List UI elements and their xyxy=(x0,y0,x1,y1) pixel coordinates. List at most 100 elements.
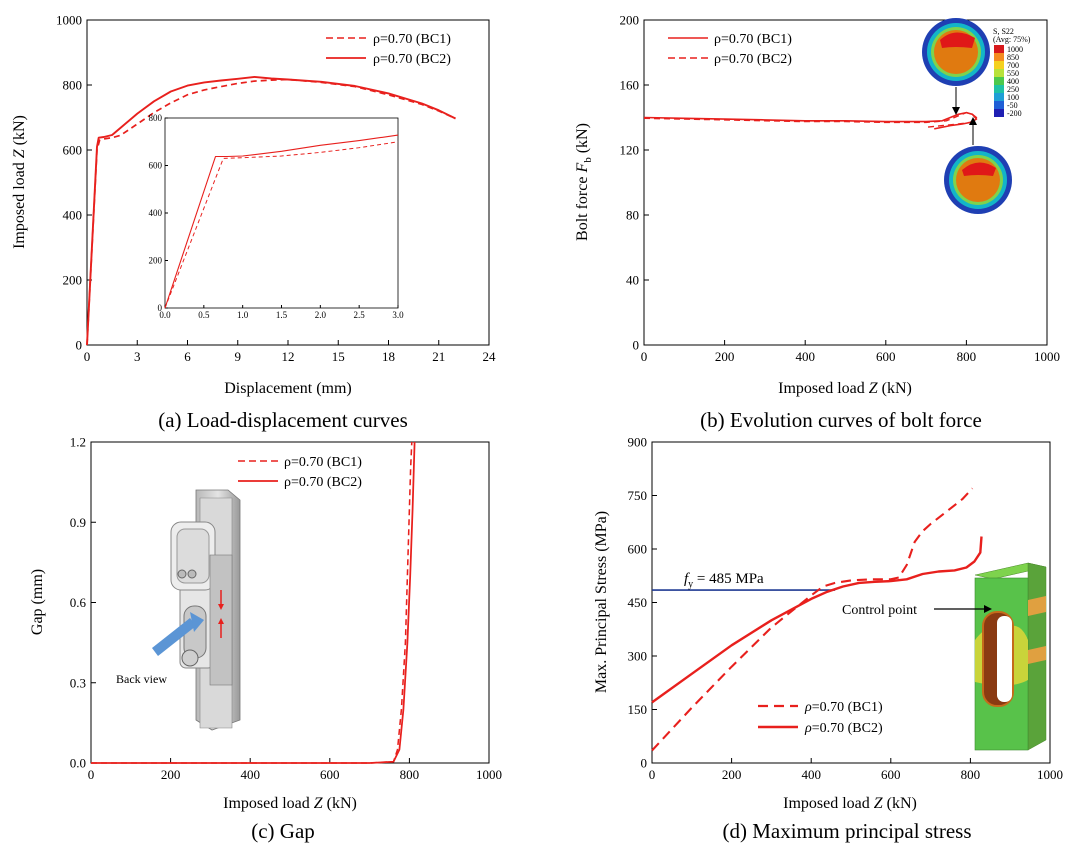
panel-a-series-solid-line xyxy=(86,75,456,346)
panel-c-ytick-label: 0.0 xyxy=(70,756,86,771)
legend-a-bc1-label: ρ=0.70 (BC1) xyxy=(373,32,451,47)
panel-b-xtick-label: 400 xyxy=(795,349,815,364)
bolt-contour-image-bottom xyxy=(944,146,1012,214)
panel-a-series-dashed-line xyxy=(86,78,456,346)
contour-legend-swatch xyxy=(994,93,1004,101)
inset-series-solid-line xyxy=(164,134,399,309)
panel-d-xtick-label: 1000 xyxy=(1037,767,1063,782)
panel-a-xtick-label: 18 xyxy=(382,349,395,364)
panel-c-caption: (c) Gap xyxy=(251,819,315,843)
contour-legend-value: 250 xyxy=(1007,85,1019,94)
panel-c-ytick-label: 0.6 xyxy=(70,595,87,610)
panel-a-xtick-label: 12 xyxy=(282,349,295,364)
inset-xtick-label: 1.5 xyxy=(276,310,288,320)
panel-a-ticks: 0 3 6 9 12 15 18 21 24 0 200 400 600 800 1000 xyxy=(56,13,496,365)
inset-frame xyxy=(164,117,399,309)
panel-b-ytick-label: 160 xyxy=(620,78,640,93)
inset-ytick-label: 0 xyxy=(158,303,163,313)
inset-ytick-label: 600 xyxy=(149,161,163,171)
panel-a-inset: 0.0 0.5 1.0 1.5 2.0 2.5 3.0 0 200 400 600 800 xyxy=(149,113,405,320)
contour-legend-value: 1000 xyxy=(1007,45,1023,54)
arrow-down-to-curve xyxy=(952,87,960,115)
panel-d-ytick-label: 900 xyxy=(628,435,648,450)
contour-legend-value: -200 xyxy=(1007,109,1022,118)
panel-c-series xyxy=(91,441,416,764)
contour-color-legend: S, S22 (Avg: 75%) 1000850700550400250100… xyxy=(993,27,1031,118)
panel-a-xtick-label: 24 xyxy=(483,349,497,364)
panel-a-ytick-label: 200 xyxy=(63,273,83,288)
panel-a-xtick-label: 3 xyxy=(134,349,141,364)
specimen-back-view-image xyxy=(152,489,241,731)
panel-d-series-dashed-line xyxy=(651,487,974,752)
panel-c-xtick-label: 1000 xyxy=(476,767,502,782)
control-point-arrow xyxy=(934,605,992,613)
panel-c-series-dashed-line xyxy=(91,441,413,764)
legend-d-bc2-label: ρ=0.70 (BC2) xyxy=(804,721,883,736)
control-point-annotation: Control point xyxy=(842,603,917,618)
back-view-annotation: Back view xyxy=(116,672,167,686)
panel-b-bolt-force: 0 200 400 600 800 1000 0 40 80 120 160 200 Imposed … xyxy=(574,13,1060,433)
panel-a-load-displacement: 0 3 6 9 12 15 18 21 24 0 200 400 600 800 1000 Displace… xyxy=(11,13,496,433)
contour-legend-subtitle: (Avg: 75%) xyxy=(993,35,1031,44)
contour-legend-value: 700 xyxy=(1007,61,1019,70)
panel-c-xtick-label: 200 xyxy=(161,767,181,782)
panel-a-ytick-label: 600 xyxy=(63,143,83,158)
panel-a-legend: ρ=0.70 (BC1) ρ=0.70 (BC2) xyxy=(326,32,451,67)
inset-ytick-label: 800 xyxy=(149,113,163,123)
panel-a-ylabel: Imposed load Z (kN) xyxy=(11,115,28,249)
panel-a-ytick-label: 800 xyxy=(63,78,83,93)
inset-xtick-label: 2.5 xyxy=(354,310,366,320)
panel-c-legend: ρ=0.70 (BC1) ρ=0.70 (BC2) xyxy=(238,455,362,490)
panel-d-series-solid-line xyxy=(651,536,983,704)
contour-legend-swatch xyxy=(994,53,1004,61)
contour-legend-swatch xyxy=(994,109,1004,117)
contour-legend-value: 100 xyxy=(1007,93,1019,102)
panel-b-xtick-label: 600 xyxy=(876,349,896,364)
inset-xtick-label: 2.0 xyxy=(315,310,327,320)
contour-legend-value: -50 xyxy=(1007,101,1018,110)
panel-d-ytick-label: 450 xyxy=(628,595,648,610)
panel-a-series xyxy=(86,75,456,346)
panel-d-ylabel: Max. Principal Stress (MPa) xyxy=(593,511,610,693)
legend-c-bc1-label: ρ=0.70 (BC1) xyxy=(284,455,362,470)
panel-a-xtick-label: 0 xyxy=(84,349,91,364)
inset-xtick-label: 0.0 xyxy=(159,310,171,320)
contour-legend-value: 550 xyxy=(1007,69,1019,78)
panel-d-series xyxy=(651,487,983,752)
panel-b-plot-frame xyxy=(643,19,1048,346)
panel-b-series-solid-line xyxy=(643,111,978,130)
contour-legend-swatch xyxy=(994,77,1004,85)
panel-a-ytick-label: 400 xyxy=(63,208,83,223)
panel-d-xtick-label: 0 xyxy=(649,767,656,782)
control-point-contour-image xyxy=(974,562,1047,751)
panel-d-ticks: 0 200 400 600 800 1000 0 150 300 450 600 750 900 xyxy=(628,435,1064,783)
panel-c-xtick-label: 800 xyxy=(400,767,420,782)
panel-d-xlabel: Imposed load Z (kN) xyxy=(783,795,917,812)
panel-b-ticks: 0 200 400 600 800 1000 0 40 80 120 160 200 xyxy=(620,13,1061,365)
inset-series xyxy=(164,134,399,309)
panel-c-gap: 0 200 400 600 800 1000 0.0 0.3 0.6 0.9 1.2 Back vi… xyxy=(29,435,502,844)
panel-c-series-solid-line xyxy=(91,441,416,764)
panel-b-xtick-label: 1000 xyxy=(1034,349,1060,364)
panel-b-ytick-label: 200 xyxy=(620,13,640,28)
contour-legend-swatch xyxy=(994,61,1004,69)
panel-c-xlabel: Imposed load Z (kN) xyxy=(223,795,357,812)
inset-ytick-label: 200 xyxy=(149,256,163,266)
panel-d-ytick-label: 0 xyxy=(641,756,648,771)
panel-b-xtick-label: 200 xyxy=(715,349,735,364)
panel-d-legend: ρ=0.70 (BC1) ρ=0.70 (BC2) xyxy=(758,700,883,736)
panel-b-ytick-label: 0 xyxy=(633,338,640,353)
panel-c-ticks: 0 200 400 600 800 1000 0.0 0.3 0.6 0.9 1.2 xyxy=(70,435,502,783)
contour-legend-value: 850 xyxy=(1007,53,1019,62)
panel-a-xtick-label: 6 xyxy=(184,349,191,364)
panel-b-ylabel: Bolt force Fb (kN) xyxy=(574,123,594,241)
panel-c-ylabel: Gap (mm) xyxy=(29,569,46,635)
panel-d-max-principal-stress: 0 200 400 600 800 1000 0 150 300 450 600 750 900 fy … xyxy=(593,435,1063,844)
legend-b-bc2-label: ρ=0.70 (BC2) xyxy=(714,52,792,67)
panel-b-ytick-label: 120 xyxy=(620,143,640,158)
panel-a-xtick-label: 21 xyxy=(432,349,445,364)
contour-legend-swatch xyxy=(994,101,1004,109)
panel-b-ytick-label: 40 xyxy=(626,273,639,288)
legend-a-bc2-label: ρ=0.70 (BC2) xyxy=(373,52,451,67)
panel-d-ytick-label: 600 xyxy=(628,542,648,557)
